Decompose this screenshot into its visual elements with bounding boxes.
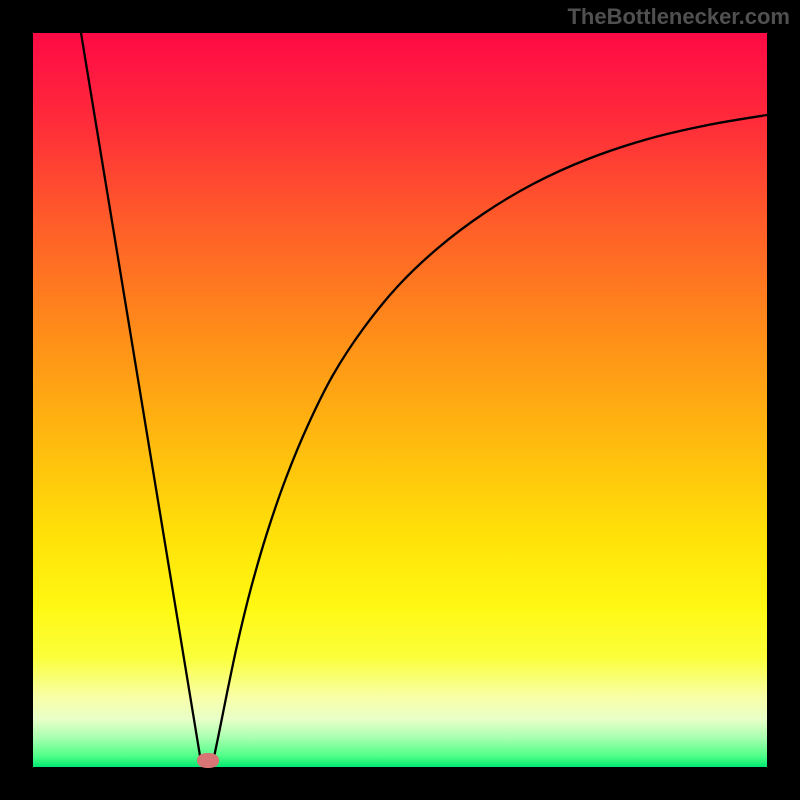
bottleneck-curve [33, 33, 767, 767]
optimal-point-marker [197, 753, 219, 768]
figure-container: TheBottlenecker.com [0, 0, 800, 800]
watermark-text: TheBottlenecker.com [567, 4, 790, 30]
plot-area [33, 33, 767, 767]
